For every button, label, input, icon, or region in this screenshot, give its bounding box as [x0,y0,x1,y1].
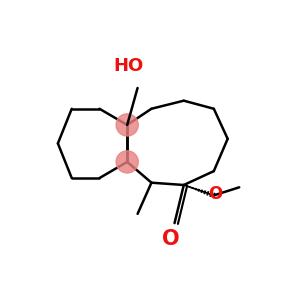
Circle shape [116,151,138,173]
Circle shape [116,114,138,136]
Text: O: O [162,229,180,249]
Text: HO: HO [113,57,143,75]
Text: O: O [208,185,222,203]
